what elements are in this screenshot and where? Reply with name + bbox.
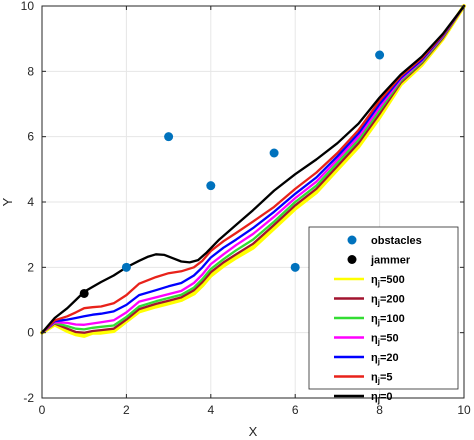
jammer-point — [79, 288, 89, 298]
obstacle-point — [375, 50, 385, 60]
obstacle-point — [290, 262, 300, 272]
legend-series-label: ηj=100 — [371, 313, 405, 327]
x-tick-label: 6 — [292, 403, 299, 417]
legend-series-label: ηj=5 — [371, 372, 393, 386]
series-line-0 — [40, 4, 466, 334]
legend-series-label: ηj=50 — [371, 333, 399, 347]
obstacle-point — [121, 262, 131, 272]
legend-obstacles-marker — [347, 235, 357, 245]
series-line-200 — [40, 4, 466, 334]
legend-series-label: ηj=0 — [371, 391, 393, 405]
y-tick-label: 2 — [27, 260, 34, 274]
legend-box — [308, 226, 459, 390]
x-tick-label: 10 — [457, 403, 471, 417]
legend-obstacles-label: obstacles — [371, 235, 422, 247]
axis-ticks: 0 2 4 6 8 10 -2 0 2 4 6 8 10 — [21, 0, 471, 417]
legend: obstacles jammer ηj=500 ηj=200 ηj=100 ηj=50 ηj… — [308, 226, 459, 405]
legend-series-label: ηj=200 — [371, 294, 405, 308]
x-tick-label: 8 — [376, 403, 383, 417]
series-line-50 — [40, 4, 466, 334]
obstacle-point — [164, 132, 174, 142]
legend-jammer-marker — [347, 255, 357, 264]
y-tick-label: 6 — [27, 130, 34, 144]
x-tick-label: 0 — [39, 403, 46, 417]
series-line-500 — [40, 4, 466, 338]
y-tick-label: -2 — [23, 391, 34, 405]
legend-series-label: ηj=500 — [371, 274, 405, 288]
legend-series-label: ηj=20 — [371, 352, 399, 366]
y-tick-label: 10 — [21, 0, 35, 13]
y-tick-label: 0 — [27, 326, 34, 340]
x-axis-title: X — [249, 424, 258, 439]
x-tick-label: 2 — [123, 403, 130, 417]
obstacle-point — [269, 148, 279, 158]
x-tick-label: 4 — [207, 403, 214, 417]
series-line-5 — [40, 4, 466, 334]
series-line-100 — [40, 4, 466, 334]
y-tick-label: 4 — [27, 195, 34, 209]
y-axis-title: Y — [0, 197, 15, 206]
obstacle-point — [206, 181, 216, 191]
marker-points — [79, 50, 385, 298]
y-tick-label: 8 — [27, 64, 34, 78]
series-line-20 — [40, 4, 466, 334]
legend-jammer-label: jammer — [370, 255, 411, 267]
series-lines — [40, 4, 466, 338]
